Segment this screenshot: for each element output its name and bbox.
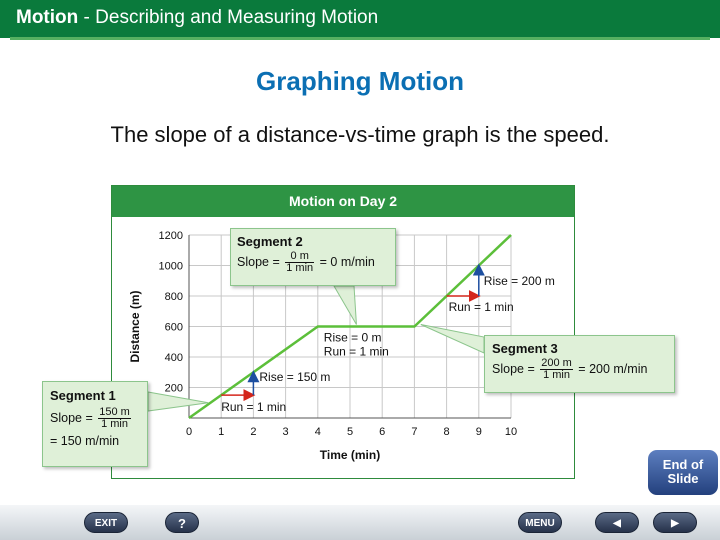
segment-2-numerator: 0 m xyxy=(285,251,315,263)
exit-button[interactable]: EXIT xyxy=(84,512,128,533)
next-button[interactable]: ▶ xyxy=(653,512,697,533)
segment-3-denominator: 1 min xyxy=(543,369,570,381)
help-button[interactable]: ? xyxy=(165,512,199,533)
end-of-slide-button[interactable]: End of Slide xyxy=(648,450,718,495)
x-tick-2: 2 xyxy=(250,426,256,438)
segment-1-result: = 150 m/min xyxy=(50,434,120,448)
slide-title: Graphing Motion xyxy=(256,66,464,96)
x-axis-label: Time (min) xyxy=(320,448,380,462)
chart-title: Motion on Day 2 xyxy=(112,186,574,217)
segment-3-result: = 200 m/min xyxy=(578,361,648,376)
header-separator: - xyxy=(78,7,96,28)
x-tick-3: 3 xyxy=(283,426,289,438)
segment-3-rise-label: Rise = 200 m xyxy=(484,274,555,288)
menu-button[interactable]: MENU xyxy=(518,512,562,533)
y-tick-labels: 200 400 600 800 1000 1200 xyxy=(159,230,183,395)
segment-2-run-label: Run = 1 min xyxy=(324,345,389,359)
header-bar xyxy=(0,0,720,38)
x-tick-10: 10 xyxy=(505,426,517,438)
x-tick-1: 1 xyxy=(218,426,224,438)
segment-2-result: = 0 m/min xyxy=(319,254,375,269)
segment-2-rise-label: Rise = 0 m xyxy=(324,331,382,345)
header-title: Motion - Describing and Measuring Motion xyxy=(16,7,378,29)
x-tick-4: 4 xyxy=(315,426,321,438)
previous-button[interactable]: ◀ xyxy=(595,512,639,533)
segment-1-slope-label: Slope = xyxy=(50,410,93,425)
segment-2-title: Segment 2 xyxy=(237,234,303,249)
segment-1-denominator: 1 min xyxy=(101,418,128,430)
segment-1-numerator: 150 m xyxy=(98,406,131,419)
segment-3-pointer xyxy=(420,324,485,354)
segment-2-slope-label: Slope = xyxy=(237,254,280,269)
callout-pointers xyxy=(147,285,485,412)
y-tick-1200: 1200 xyxy=(159,230,183,242)
x-tick-7: 7 xyxy=(411,426,417,438)
y-tick-600: 600 xyxy=(165,322,183,334)
segment-3-slope-label: Slope = xyxy=(492,361,535,376)
segment-2-pointer xyxy=(333,285,357,325)
y-tick-800: 800 xyxy=(165,291,183,303)
y-tick-200: 200 xyxy=(165,383,183,395)
y-tick-1000: 1000 xyxy=(159,261,183,273)
segment-2-denominator: 1 min xyxy=(286,262,314,274)
x-tick-0: 0 xyxy=(186,426,192,438)
segment-1-run-label: Run = 1 min xyxy=(221,400,286,414)
x-tick-labels: 0 1 2 3 4 5 6 7 8 9 10 xyxy=(186,426,517,438)
segment-3-run-label: Run = 1 min xyxy=(449,300,514,314)
segment-1-title: Segment 1 xyxy=(50,388,116,403)
segment-3-numerator: 200 m xyxy=(540,357,573,370)
segment-3-title: Segment 3 xyxy=(492,341,558,356)
x-tick-9: 9 xyxy=(476,426,482,438)
segment-1-pointer xyxy=(147,391,209,412)
chapter-name: Motion xyxy=(16,7,79,28)
slide-statement: The slope of a distance-vs-time graph is… xyxy=(110,122,610,147)
end-of-slide-line1: End of xyxy=(662,457,704,472)
x-tick-5: 5 xyxy=(347,426,353,438)
y-tick-400: 400 xyxy=(165,352,183,364)
x-tick-8: 8 xyxy=(444,426,450,438)
end-of-slide-line2: Slide xyxy=(667,471,699,486)
section-name: Describing and Measuring Motion xyxy=(95,7,379,28)
y-axis-label: Distance (m) xyxy=(128,290,142,362)
header-divider xyxy=(10,37,710,40)
segment-1-rise-label: Rise = 150 m xyxy=(259,370,330,384)
x-tick-6: 6 xyxy=(379,426,385,438)
